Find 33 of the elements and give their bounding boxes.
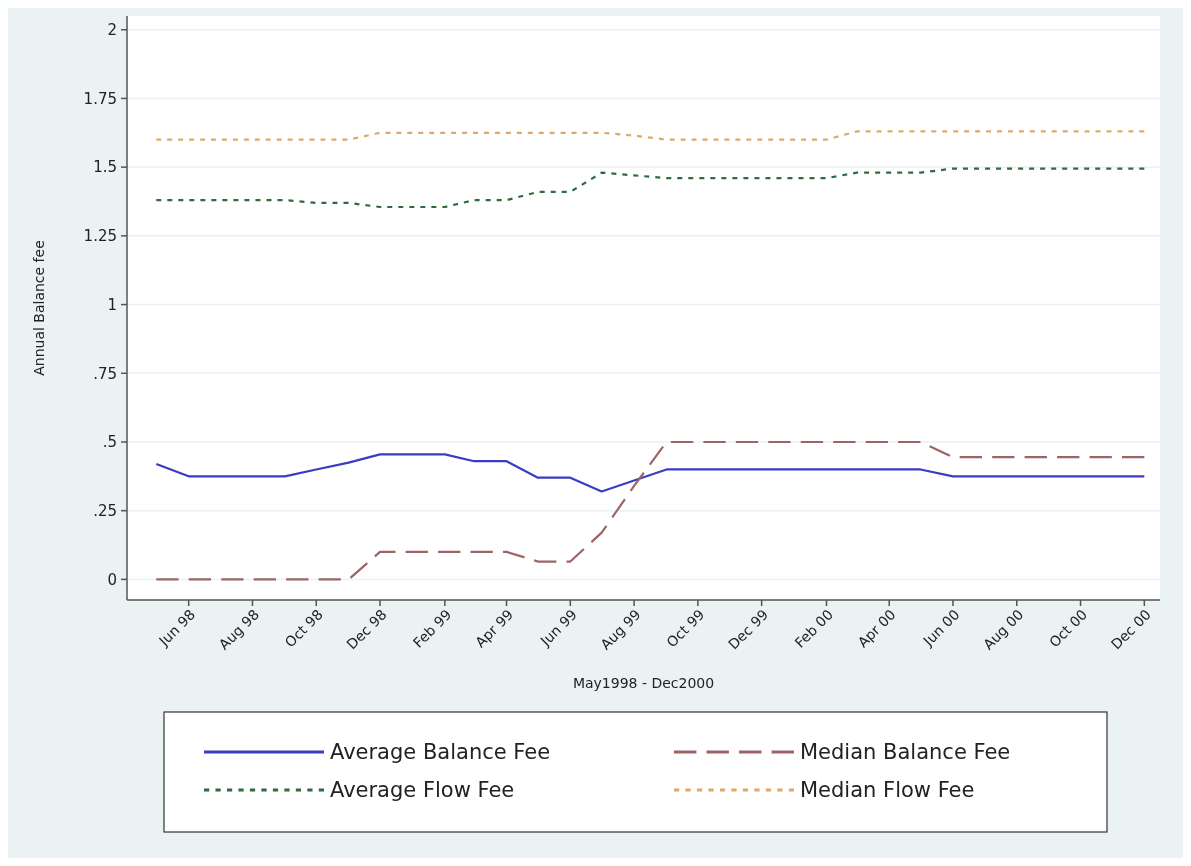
x-tick-label: Jun 98 bbox=[155, 606, 199, 650]
x-tick-label: Feb 00 bbox=[791, 606, 837, 651]
y-tick-label: 1.75 bbox=[83, 89, 117, 108]
x-axis-title: May1998 - Dec2000 bbox=[572, 675, 715, 691]
y-axis-title: Annual Balance fee bbox=[31, 240, 47, 376]
x-tick-label: Apr 99 bbox=[471, 606, 517, 651]
x-tick-label: Jun 99 bbox=[536, 606, 580, 650]
y-tick-label: 1.5 bbox=[93, 158, 117, 177]
x-tick-label: Dec 00 bbox=[1107, 606, 1154, 653]
line-series bbox=[155, 453, 1146, 493]
legend-label: Median Flow Fee bbox=[800, 778, 975, 803]
x-tick-label: Dec 99 bbox=[725, 606, 772, 653]
y-tick-label: .75 bbox=[93, 364, 117, 383]
x-tick-label: Dec 98 bbox=[343, 606, 390, 653]
x-tick-label: Oct 99 bbox=[663, 606, 708, 651]
y-tick-label: .5 bbox=[102, 433, 117, 452]
y-tick-label: 0 bbox=[107, 570, 117, 589]
y-tick-label: 2 bbox=[107, 20, 117, 39]
x-tick-label: Jun 00 bbox=[919, 606, 963, 650]
x-tick-label: Oct 00 bbox=[1045, 606, 1091, 651]
x-tick-label: Apr 00 bbox=[854, 606, 899, 651]
y-tick-label: 1 bbox=[107, 295, 117, 314]
x-tick-label: Aug 98 bbox=[215, 606, 263, 653]
x-tick-label: Oct 98 bbox=[281, 606, 326, 651]
line-series bbox=[155, 130, 1146, 141]
line-series bbox=[155, 167, 1146, 209]
line-series bbox=[155, 440, 1146, 581]
legend-label: Average Flow Fee bbox=[330, 778, 515, 803]
legend-label: Median Balance Fee bbox=[800, 740, 1011, 765]
y-tick-label: 1.25 bbox=[83, 227, 117, 246]
x-tick-label: Feb 99 bbox=[409, 606, 455, 651]
legend-label: Average Balance Fee bbox=[330, 740, 551, 765]
y-tick-label: .25 bbox=[93, 501, 117, 520]
